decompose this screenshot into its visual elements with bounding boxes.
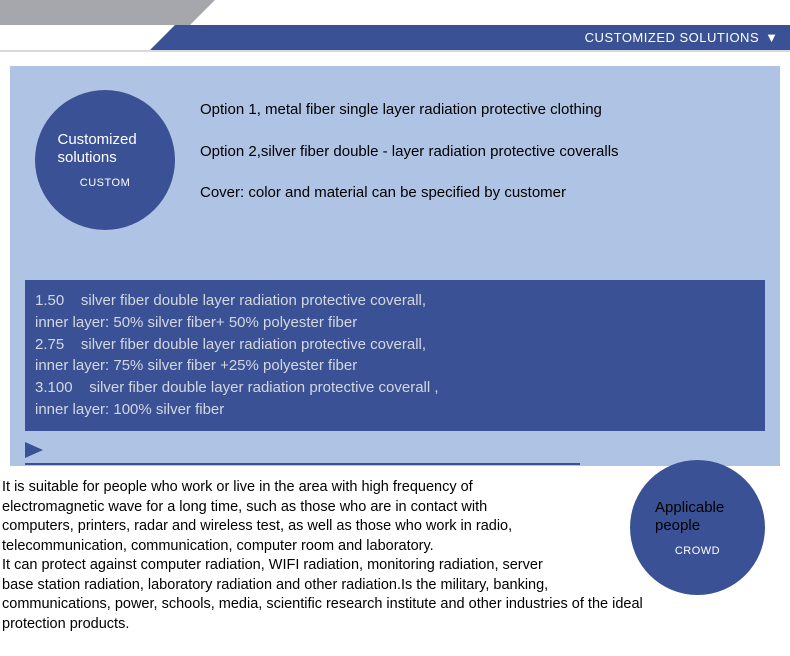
option-2: Option 2,silver fiber double - layer rad… — [200, 142, 765, 162]
divider-line — [0, 50, 790, 52]
spec-line: inner layer: 75% silver fiber +25% polye… — [35, 355, 755, 377]
badge-title-line1: Customized — [58, 131, 153, 149]
body-text: It is suitable for people who work or li… — [0, 478, 790, 635]
body-line: It is suitable for people who work or li… — [2, 478, 788, 498]
spec-line: 3.100 silver fiber double layer radiatio… — [35, 377, 755, 399]
body-line: protection products. — [2, 615, 788, 635]
header-bar: CUSTOMIZED SOLUTIONS ▼ — [175, 25, 790, 50]
body-line: communications, power, schools, media, s… — [2, 595, 788, 615]
body-line: electromagnetic wave for a long time, su… — [2, 498, 788, 518]
customized-solutions-badge: Customized solutions CUSTOM — [35, 90, 175, 230]
badge-subtitle: CUSTOM — [80, 177, 130, 189]
body-line: It can protect against computer radiatio… — [2, 556, 788, 576]
separator-row — [25, 440, 580, 465]
options-block: Option 1, metal fiber single layer radia… — [200, 100, 765, 225]
chevron-down-icon: ▼ — [765, 30, 778, 45]
spec-line: 1.50 silver fiber double layer radiation… — [35, 290, 755, 312]
body-line: computers, printers, radar and wireless … — [2, 517, 788, 537]
spec-line: 2.75 silver fiber double layer radiation… — [35, 334, 755, 356]
body-line: base station radiation, laboratory radia… — [2, 576, 788, 596]
play-icon — [25, 442, 43, 458]
top-gray-shape — [0, 0, 190, 25]
header-bar-text: CUSTOMIZED SOLUTIONS — [585, 30, 759, 45]
badge-title-line2: solutions — [58, 149, 153, 167]
option-1: Option 1, metal fiber single layer radia… — [200, 100, 765, 120]
body-line: telecommunication, communication, comput… — [2, 537, 788, 557]
specs-box: 1.50 silver fiber double layer radiation… — [25, 280, 765, 431]
spec-line: inner layer: 100% silver fiber — [35, 399, 755, 421]
cover-note: Cover: color and material can be specifi… — [200, 183, 765, 203]
spec-line: inner layer: 50% silver fiber+ 50% polye… — [35, 312, 755, 334]
